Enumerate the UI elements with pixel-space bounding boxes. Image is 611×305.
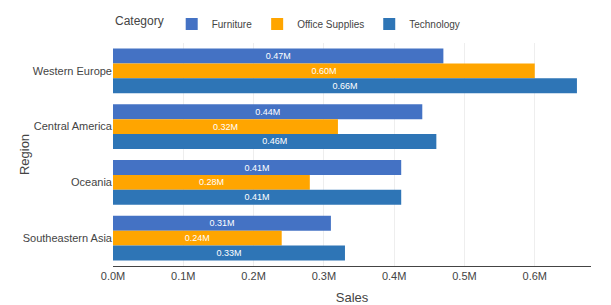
svg-text:0.3M: 0.3M <box>312 270 336 282</box>
svg-text:0.31M: 0.31M <box>209 218 234 228</box>
svg-text:Technology: Technology <box>409 19 460 30</box>
svg-text:0.24M: 0.24M <box>185 233 210 243</box>
svg-text:0.41M: 0.41M <box>245 192 270 202</box>
svg-text:0.47M: 0.47M <box>266 51 291 61</box>
svg-text:Oceania: Oceania <box>71 176 113 188</box>
svg-text:Region: Region <box>17 134 32 175</box>
svg-text:0.0M: 0.0M <box>101 270 125 282</box>
svg-text:0.44M: 0.44M <box>255 107 280 117</box>
svg-text:Southeastern Asia: Southeastern Asia <box>23 232 113 244</box>
svg-text:Office Supplies: Office Supplies <box>297 19 364 30</box>
svg-text:Western Europe: Western Europe <box>33 65 112 77</box>
svg-text:0.4M: 0.4M <box>382 270 406 282</box>
svg-text:Category: Category <box>115 14 164 28</box>
svg-text:Sales: Sales <box>336 290 369 305</box>
svg-text:0.60M: 0.60M <box>311 66 336 76</box>
svg-text:0.5M: 0.5M <box>452 270 476 282</box>
svg-text:0.46M: 0.46M <box>262 136 287 146</box>
svg-text:0.1M: 0.1M <box>171 270 195 282</box>
svg-text:0.41M: 0.41M <box>245 163 270 173</box>
svg-text:0.6M: 0.6M <box>523 270 547 282</box>
svg-text:Central America: Central America <box>34 120 113 132</box>
svg-text:0.33M: 0.33M <box>216 248 241 258</box>
svg-text:0.66M: 0.66M <box>332 81 357 91</box>
svg-text:0.2M: 0.2M <box>241 270 265 282</box>
svg-text:0.28M: 0.28M <box>199 177 224 187</box>
svg-text:0.32M: 0.32M <box>213 122 238 132</box>
svg-text:Furniture: Furniture <box>212 19 252 30</box>
